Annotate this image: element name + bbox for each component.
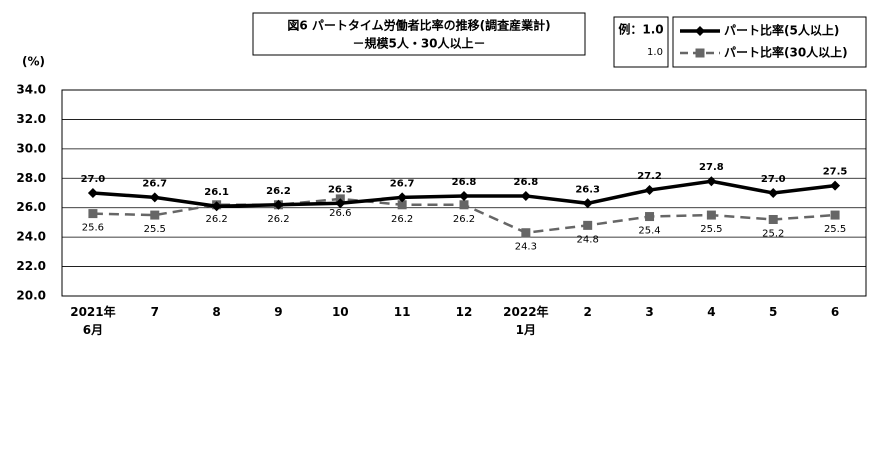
x-tick-label: 12 [456,305,473,319]
label-example-box [613,16,669,68]
data-label: 25.4 [638,226,660,237]
data-label: 25.6 [82,223,104,234]
label-example: 例：1.0 [618,22,663,37]
chart-subtitle: －規模5人・30人以上－ [352,36,485,51]
label-example: 1.0 [647,47,663,58]
point [706,210,716,220]
y-tick-label: 34.0 [16,83,46,97]
x-tick-label: 5 [769,305,777,319]
point [582,198,593,209]
x-tick-label: 2 [584,305,592,319]
point [273,199,284,210]
x-tick-label: 8 [212,305,220,319]
data-label: 26.6 [329,208,351,219]
y-tick-label: 26.0 [16,200,46,214]
data-label: 26.8 [452,177,477,188]
data-label: 26.2 [266,186,291,197]
point [150,210,160,220]
point [768,214,778,224]
data-label: 27.2 [637,171,662,182]
data-label: 26.7 [142,178,167,189]
point [149,192,160,203]
y-tick-label: 28.0 [16,171,46,185]
point [211,201,222,212]
y-tick-label: 22.0 [16,259,46,273]
data-label: 26.2 [391,214,413,225]
data-label: 27.0 [81,174,106,185]
legend [672,16,867,68]
data-label: 26.3 [328,184,353,195]
x-tick-label: 2021年 6月 [70,304,115,337]
data-label: 25.5 [824,224,846,235]
data-label: 26.2 [205,214,227,225]
data-label: 27.8 [699,162,724,173]
data-label: 25.5 [144,224,166,235]
y-tick-label: 24.0 [16,230,46,244]
point [706,176,717,187]
x-tick-label: 7 [151,305,159,319]
x-tick-label: 10 [332,305,349,319]
legend-marker [695,26,705,36]
x-tick-label: 9 [274,305,282,319]
x-tick-label: 6 [831,305,839,319]
point [583,220,593,230]
data-label: 27.0 [761,174,786,185]
point [459,200,469,210]
data-label: 26.8 [514,177,539,188]
data-label: 24.8 [577,234,599,245]
point [768,188,779,198]
point [645,212,655,222]
data-label: 26.7 [390,178,415,189]
point [335,198,346,209]
y-tick-label: 32.0 [16,112,46,126]
point [397,192,408,203]
x-tick-label: 4 [707,305,715,319]
legend-label: パート比率(5人以上) [724,23,839,38]
data-label: 26.2 [267,214,289,225]
chart-title: 図6 パートタイム労働者比率の推移(調査産業計) [287,18,550,33]
point [521,228,531,238]
point [88,209,98,219]
data-label: 24.3 [515,242,537,253]
data-label: 26.3 [575,184,600,195]
data-label: 26.1 [204,187,229,198]
legend-marker [695,48,705,58]
data-label: 27.5 [823,167,848,178]
point [397,200,407,210]
point [459,190,469,201]
y-tick-label: 30.0 [16,141,46,155]
x-tick-label: 11 [394,305,411,319]
legend-label: パート比率(30人以上) [724,45,848,60]
x-tick-label: 3 [645,305,653,319]
data-label: 25.2 [762,228,784,239]
y-unit: (%) [22,55,45,69]
x-tick-label: 2022年 1月 [503,304,548,337]
title-box [252,12,586,56]
data-label: 26.2 [453,214,475,225]
point [644,185,655,196]
point [830,180,841,191]
y-tick-label: 20.0 [16,289,46,303]
point [830,210,840,220]
point [520,190,531,201]
point [87,188,98,198]
data-label: 25.5 [700,224,722,235]
